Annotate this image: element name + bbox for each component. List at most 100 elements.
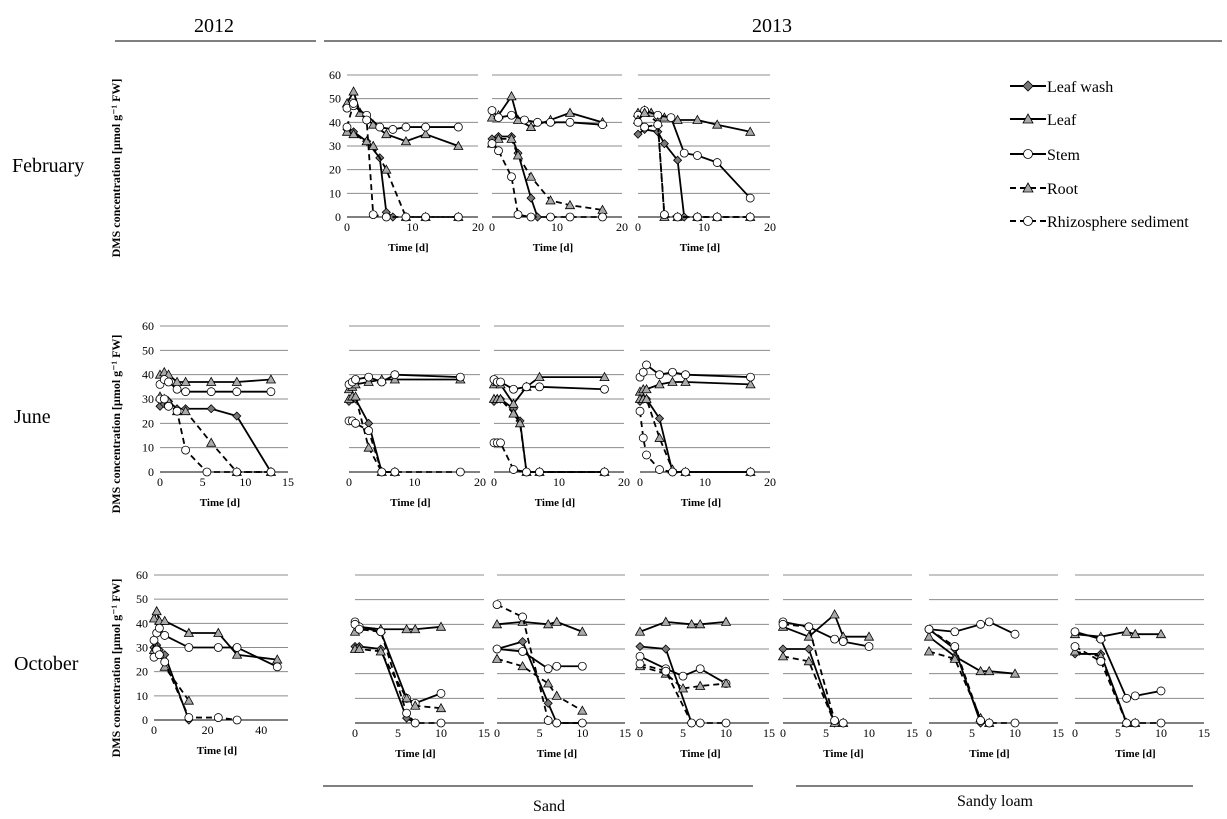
panel-february-2013-sand-3: 0 10 20 Time [d] xyxy=(632,74,776,254)
series-line-stem xyxy=(928,620,1016,636)
data-point-rhizosphere-sediment xyxy=(390,467,400,477)
data-point-stem xyxy=(375,122,385,132)
series-line-stem xyxy=(354,621,442,705)
data-point-rhizosphere-sediment xyxy=(600,467,609,477)
data-point-root xyxy=(508,408,519,418)
data-point-rhizosphere-sediment xyxy=(1096,656,1106,666)
data-point-rhizosphere-sediment xyxy=(487,139,497,149)
data-point-leaf xyxy=(506,90,517,101)
series-stem xyxy=(155,375,276,397)
data-point-rhizosphere-sediment xyxy=(655,465,664,474)
data-point-root xyxy=(720,678,732,688)
x-tick-label: 15 xyxy=(1198,726,1210,740)
series-stem xyxy=(489,375,609,394)
data-point-leaf xyxy=(435,621,447,631)
data-point-leaf xyxy=(667,376,678,386)
data-point-leaf xyxy=(829,609,840,619)
data-point-root xyxy=(577,705,588,715)
row-label-february: February xyxy=(12,155,84,177)
legend-item-root: Root xyxy=(1010,181,1079,198)
data-point-stem xyxy=(154,623,164,633)
x-axis-label: Time [d] xyxy=(680,748,720,760)
data-point-leaf xyxy=(745,126,756,136)
data-point-rhizosphere-sediment xyxy=(721,718,731,728)
x-tick-label: 15 xyxy=(763,726,775,740)
series-line-stem xyxy=(496,648,583,670)
data-point-rhizosphere-sediment xyxy=(543,716,553,725)
data-point-rhizosphere-sediment xyxy=(154,650,164,660)
data-point-rhizosphere-sediment xyxy=(518,612,527,622)
data-point-stem xyxy=(984,617,994,627)
data-point-stem xyxy=(487,106,497,115)
y-tick-label: 60 xyxy=(329,68,341,82)
data-point-stem xyxy=(453,122,463,132)
series-rhizosphere-sediment xyxy=(149,645,242,725)
data-point-root xyxy=(368,140,379,150)
x-tick-label: 0 xyxy=(637,475,643,489)
data-point-rhizosphere-sediment xyxy=(159,394,169,404)
data-point-root xyxy=(348,128,359,139)
x-tick-label: 10 xyxy=(576,726,588,740)
data-point-root xyxy=(435,702,447,713)
series-stem xyxy=(635,360,755,382)
series-leaf-wash xyxy=(344,394,400,477)
series-line-rhizosphere-sediment xyxy=(928,628,1015,724)
data-point-root xyxy=(401,693,412,703)
data-point-stem xyxy=(206,387,216,397)
data-point-stem xyxy=(1096,634,1106,644)
data-point-root xyxy=(803,656,814,666)
x-tick-label: 20 xyxy=(472,220,484,234)
data-point-rhizosphere-sediment xyxy=(673,212,682,222)
series-leaf xyxy=(491,616,588,636)
data-point-rhizosphere-sediment xyxy=(509,465,518,474)
data-point-leaf xyxy=(420,128,431,139)
data-point-rhizosphere-sediment xyxy=(565,212,575,222)
data-point-rhizosphere-sediment xyxy=(364,426,374,436)
data-point-rhizosphere-sediment xyxy=(376,627,386,637)
data-point-leaf xyxy=(712,119,723,129)
data-point-stem xyxy=(401,122,411,132)
data-point-leaf xyxy=(543,619,554,629)
data-point-leaf xyxy=(641,383,652,394)
series-rhizosphere-sediment xyxy=(924,624,1020,728)
x-tick-label: 0 xyxy=(635,220,641,234)
x-tick-label: 0 xyxy=(157,475,163,489)
data-point-stem xyxy=(364,372,374,382)
x-tick-label: 15 xyxy=(619,726,631,740)
data-point-rhizosphere-sediment xyxy=(642,450,651,460)
data-point-leaf xyxy=(863,631,875,641)
series-rhizosphere-sediment xyxy=(635,659,731,728)
panel-june-2013-sand-3: 0 10 20 Time [d] xyxy=(634,325,776,509)
data-point-root xyxy=(350,391,361,401)
legend-label-stem: Stem xyxy=(1047,147,1080,164)
data-point-leaf xyxy=(745,379,756,389)
data-point-rhizosphere-sediment xyxy=(1010,718,1020,728)
data-point-root xyxy=(183,695,195,705)
data-point-rhizosphere-sediment xyxy=(668,467,677,477)
data-point-root xyxy=(506,133,517,143)
data-point-rhizosphere-sediment xyxy=(552,718,562,728)
data-point-leaf-wash xyxy=(804,644,814,654)
series-leaf xyxy=(488,371,610,408)
data-point-rhizosphere-sediment xyxy=(661,666,671,676)
series-rhizosphere-sediment xyxy=(492,600,587,728)
data-point-rhizosphere-sediment xyxy=(577,718,587,728)
data-point-leaf xyxy=(923,631,935,641)
x-axis-label: Time [d] xyxy=(969,748,1009,760)
data-point-root xyxy=(363,442,374,452)
data-point-rhizosphere-sediment xyxy=(546,212,555,222)
data-point-leaf xyxy=(213,627,224,637)
data-point-root xyxy=(512,150,524,160)
data-point-rhizosphere-sediment xyxy=(232,467,242,477)
data-point-leaf xyxy=(151,605,162,616)
data-point-leaf-wash xyxy=(661,644,671,654)
data-point-rhizosphere-sediment xyxy=(342,122,352,132)
data-point-leaf-wash xyxy=(543,698,553,708)
data-point-root xyxy=(543,678,554,688)
data-point-leaf xyxy=(265,374,277,384)
data-point-stem xyxy=(1010,629,1020,639)
series-rhizosphere-sediment xyxy=(342,99,463,222)
data-point-leaf-wash xyxy=(635,641,645,652)
data-point-leaf xyxy=(400,135,412,146)
data-point-leaf xyxy=(634,626,646,636)
